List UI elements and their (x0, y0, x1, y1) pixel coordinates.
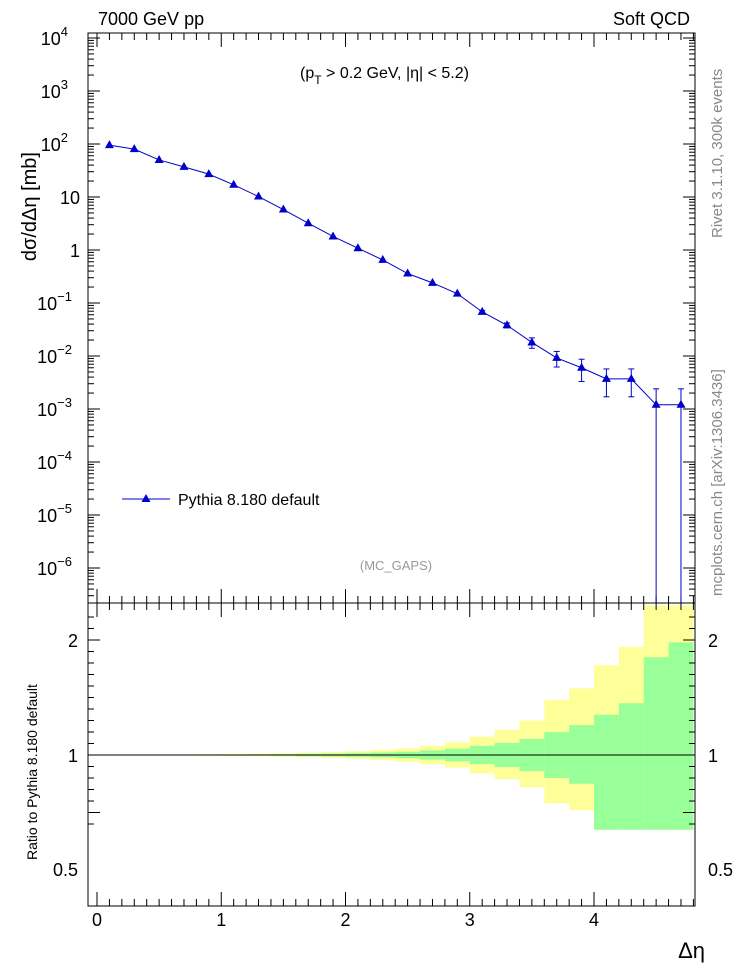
x-tick-label: 1 (216, 910, 226, 930)
data-point (104, 140, 114, 149)
data-point (651, 399, 661, 408)
cut-annotation-open: (p (300, 65, 314, 82)
legend-marker (141, 494, 151, 502)
cut-annotation: (pT > 0.2 GeV, |η| < 5.2) (300, 65, 469, 87)
data-point (353, 243, 363, 252)
y-tick-exponent: −5 (57, 501, 72, 516)
data-point (254, 191, 264, 200)
ratio-y-tick-label: 1 (68, 746, 78, 766)
y-tick-label: 10−1 (37, 289, 72, 314)
legend-label: Pythia 8.180 default (178, 492, 320, 509)
data-point (477, 306, 487, 315)
data-point (577, 362, 587, 371)
ratio-panel: 0.5 0.5 1 1 2 2 0 1 2 3 4 Ratio to Pythia 8.180 d… (24, 602, 733, 963)
legend: Pythia 8.180 default (122, 492, 320, 509)
y-tick-exponent: −1 (57, 289, 72, 304)
y-tick-label: 10−2 (37, 342, 72, 367)
ratio-band-inner (643, 657, 669, 830)
data-point (452, 288, 462, 297)
y-tick-label: 10 (60, 188, 80, 208)
x-tick-label: 2 (340, 910, 350, 930)
y-tick-label: 102 (41, 130, 68, 155)
y-tick-exponent: −6 (57, 554, 72, 569)
data-point (502, 320, 512, 329)
data-point (229, 179, 239, 188)
cut-annotation-sub: T (314, 73, 322, 87)
data-point (601, 373, 611, 382)
data-point (403, 268, 413, 277)
ratio-band-inner (668, 642, 694, 830)
data-point (552, 352, 562, 361)
data-point (676, 399, 686, 408)
main-data-series (104, 140, 686, 603)
mcplots-label: mcplots.cern.ch [arXiv:1306.3436] (709, 369, 726, 596)
x-tick-label: 3 (465, 910, 475, 930)
ratio-y-axis-label: Ratio to Pythia 8.180 default (24, 684, 40, 860)
data-point (278, 204, 288, 213)
main-x-axis (96, 33, 694, 603)
y-tick-exponent: 2 (61, 130, 68, 145)
ratio-y-tick-label: 0.5 (53, 860, 78, 880)
analysis-label: (MC_GAPS) (360, 558, 432, 573)
ratio-bands (97, 605, 694, 830)
y-tick-label: 10−3 (37, 395, 72, 420)
data-point (303, 218, 313, 227)
y-tick-exponent: −3 (57, 395, 72, 410)
y-tick-exponent: −2 (57, 342, 72, 357)
data-point (378, 254, 388, 263)
y-tick-label: 10−4 (37, 448, 72, 473)
ratio-y-tick-label-right: 1 (708, 746, 718, 766)
ratio-y-tick-label: 2 (68, 631, 78, 651)
ratio-band-inner (569, 725, 594, 784)
y-tick-label: 10−5 (37, 501, 72, 526)
data-point (527, 337, 537, 346)
y-tick-exponent: 4 (61, 24, 68, 39)
data-point (129, 144, 139, 153)
x-axis-label: Δη (678, 938, 705, 963)
ratio-band-inner (594, 714, 619, 830)
y-tick-exponent: 3 (61, 77, 68, 92)
cut-annotation-rest: > 0.2 GeV, |η| < 5.2) (322, 65, 469, 82)
x-tick-label: 0 (92, 910, 102, 930)
y-tick-label: 104 (41, 24, 68, 49)
data-point (179, 161, 189, 170)
ratio-band-inner (618, 703, 644, 830)
main-y-axis-label: dσ/dΔη [mb] (19, 152, 41, 261)
data-point (626, 373, 636, 382)
x-tick-label: 4 (589, 910, 599, 930)
y-tick-label: 10−6 (37, 554, 72, 579)
data-point (328, 231, 338, 240)
y-tick-label: 1 (70, 241, 80, 261)
main-plot-frame (87, 32, 696, 604)
data-point (427, 277, 437, 286)
ratio-y-tick-label-right: 0.5 (708, 860, 733, 880)
y-tick-label: 103 (41, 77, 68, 102)
header-left: 7000 GeV pp (98, 9, 204, 29)
data-point (204, 169, 214, 178)
header-right: Soft QCD (613, 9, 690, 29)
ratio-x-axis: 0 1 2 3 4 (92, 603, 694, 930)
ratio-y-axis: 0.5 0.5 1 1 2 2 (53, 616, 733, 880)
data-point (154, 154, 164, 163)
rivet-label: Rivet 3.1.10, 300k events (709, 69, 726, 238)
series-line (109, 144, 681, 406)
y-tick-exponent: −4 (57, 448, 72, 463)
ratio-y-tick-label-right: 2 (708, 631, 718, 651)
